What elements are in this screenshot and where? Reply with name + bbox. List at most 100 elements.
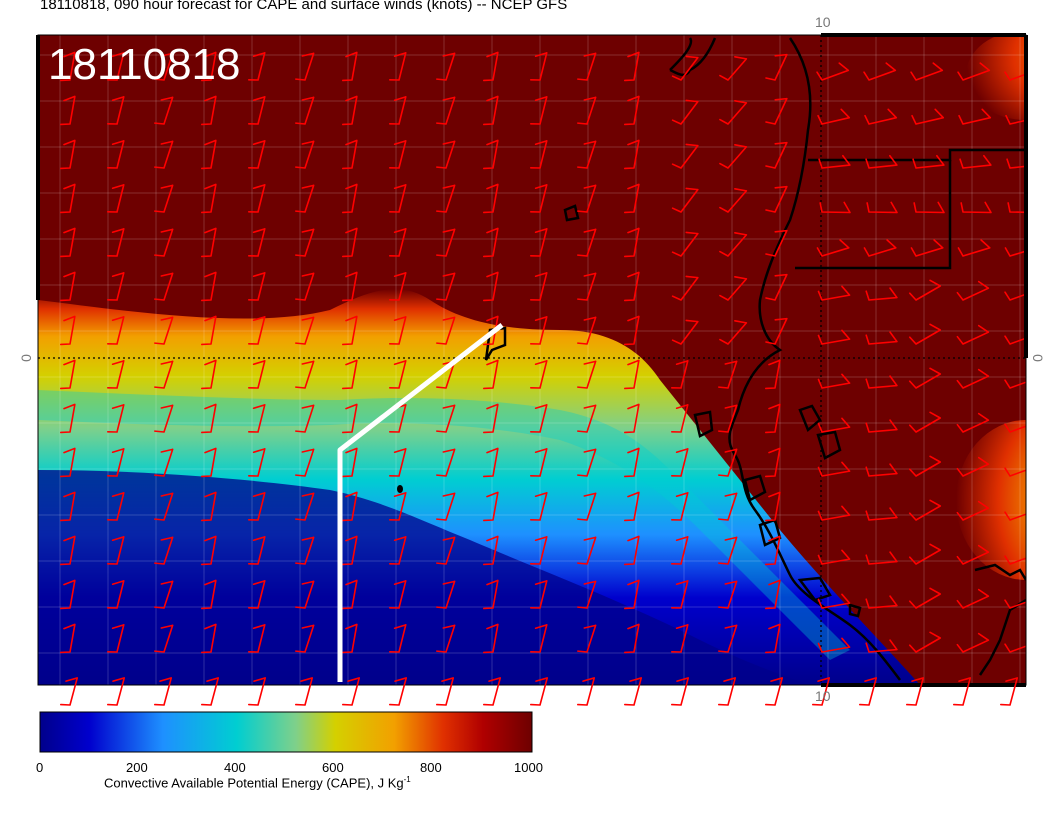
wind-barb-icon [670, 360, 689, 389]
wind-barb-icon [956, 280, 990, 301]
wind-barb-icon [59, 403, 76, 434]
wind-barb-icon [341, 491, 358, 522]
wind-barb-icon [59, 227, 76, 258]
wind-barb-icon [908, 587, 942, 609]
wind-barb-icon [529, 140, 548, 169]
wind-barb-icon [818, 154, 851, 169]
cross-section-path [337, 323, 504, 682]
wind-barb-icon [913, 201, 945, 214]
wind-barb-icon [154, 184, 174, 213]
wind-barb-icon [865, 551, 898, 565]
map-title: 18110818, 090 hour forecast for CAPE and… [40, 0, 568, 13]
wind-barb-icon [1004, 546, 1026, 565]
wind-barb-icon [718, 536, 738, 565]
wind-barb-icon [719, 188, 748, 213]
wind-barb-icon [623, 535, 640, 566]
wind-barb-icon [816, 239, 850, 257]
colorbar-label-800: 800 [420, 760, 442, 775]
wind-barb-icon [764, 447, 781, 478]
wind-barb-icon [106, 624, 125, 653]
wind-barb-icon [200, 51, 217, 82]
wind-barb-icon [865, 639, 898, 653]
colorbar-label-200: 200 [126, 760, 148, 775]
wind-barb-icon [482, 535, 499, 566]
wind-barb-icon [247, 677, 267, 706]
wind-barb-icon [154, 360, 174, 389]
wind-barb-icon [295, 492, 315, 521]
wind-barb-icon [623, 359, 640, 390]
wind-barb-icon [200, 315, 217, 346]
wind-barb-icon [435, 677, 455, 706]
wind-barb-icon [529, 404, 548, 433]
wind-barb-icon [59, 491, 76, 522]
wind-barb-icon [59, 447, 76, 478]
wind-barb-icon [247, 52, 266, 81]
wind-barb-icon [106, 140, 125, 169]
wind-barb-icon [670, 448, 689, 477]
wind-barb-icon [295, 228, 315, 257]
wind-barb-icon [817, 549, 851, 565]
wind-barb-icon [436, 184, 456, 213]
wind-barb-icon [577, 228, 597, 257]
wind-barb-icon [388, 677, 408, 706]
wind-barb-icon [200, 95, 217, 126]
wind-barb-icon [1004, 326, 1026, 345]
wind-barb-icon [958, 108, 992, 125]
wind-barb-icon [341, 51, 358, 82]
wind-barb-icon [436, 96, 456, 125]
wind-barb-icon [436, 272, 456, 301]
wind-barb-icon [577, 360, 597, 389]
wind-barb-icon [908, 367, 942, 389]
wind-barb-icon [247, 624, 266, 653]
wind-barb-icon [908, 631, 942, 653]
colorbar-label-1000: 1000 [514, 760, 543, 775]
wind-barb-icon [1005, 108, 1026, 125]
wind-barb-icon [247, 96, 266, 125]
wind-barb-icon [154, 448, 174, 477]
wind-barb-icon [436, 580, 456, 609]
wind-barb-icon [817, 637, 851, 653]
wind-barb-icon [817, 329, 851, 345]
wind-barb-icon [910, 239, 944, 257]
wind-barb-icon [817, 108, 851, 125]
wind-barb-icon [529, 272, 548, 301]
wind-barb-icon [865, 331, 898, 345]
wind-barb-icon [1004, 239, 1026, 257]
wind-barb-icon [154, 272, 174, 301]
wind-barb-icon [482, 623, 499, 654]
wind-barb-icon [295, 96, 315, 125]
wind-barb-icon [576, 677, 596, 706]
wind-barb-icon [295, 316, 315, 345]
colorbar-label-600: 600 [322, 760, 344, 775]
wind-barb-icon [106, 184, 125, 213]
wind-barb-icon [719, 276, 748, 301]
wind-barb-icon [765, 53, 788, 81]
wind-barb-icon [106, 272, 125, 301]
wind-barb-icon [436, 316, 456, 345]
wind-barb-icon [388, 52, 407, 81]
wind-barb-icon [1004, 590, 1026, 609]
wind-barb-icon [908, 455, 942, 477]
wind-barb-icon [106, 360, 125, 389]
wind-barb-icon [529, 448, 548, 477]
wind-barb-icon [200, 623, 217, 654]
wind-barb-icon [106, 580, 125, 609]
wind-barb-icon [956, 544, 990, 565]
wind-barb-icon [765, 141, 788, 169]
wind-barb-icon [200, 535, 217, 566]
colorbar-title: Convective Available Potential Energy (C… [104, 775, 411, 791]
wind-barb-icon [817, 461, 851, 477]
wind-barb-icon [577, 272, 597, 301]
wind-barb-icon [482, 95, 499, 126]
wind-barb-icon [811, 677, 831, 706]
wind-barb-icon [294, 677, 314, 706]
wind-barb-icon [529, 228, 548, 257]
wind-barb-icon [106, 492, 125, 521]
wind-barb-icon [59, 535, 76, 566]
wind-barb-icon [623, 227, 640, 258]
wind-barb-icon [959, 154, 992, 169]
wind-barb-icon [200, 359, 217, 390]
wind-barb-icon [247, 360, 266, 389]
wind-barb-icon [106, 316, 125, 345]
wind-barb-icon [388, 492, 407, 521]
